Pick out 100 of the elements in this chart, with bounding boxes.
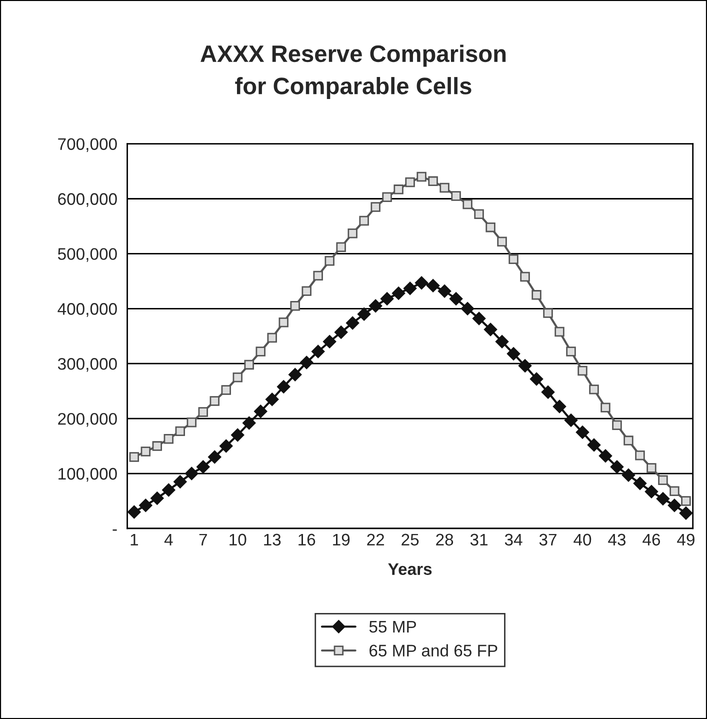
point <box>208 450 222 464</box>
point <box>600 402 610 412</box>
point <box>394 184 404 194</box>
x-tick-label: 46 <box>642 534 660 546</box>
point <box>300 356 314 370</box>
point <box>278 318 288 328</box>
point <box>277 380 290 394</box>
point <box>139 498 152 512</box>
point <box>231 428 244 442</box>
point <box>324 256 334 266</box>
y-tick-label: 300,000 <box>58 358 117 372</box>
x-tick-label: 1 <box>130 534 138 546</box>
point <box>312 344 325 358</box>
point <box>256 346 266 356</box>
y-tick-label: 100,000 <box>58 468 117 482</box>
point <box>598 449 612 463</box>
point <box>554 326 564 337</box>
point <box>221 385 231 395</box>
point <box>140 446 151 456</box>
point <box>460 302 474 316</box>
y-tick-label: 200,000 <box>58 412 117 427</box>
point <box>334 326 348 339</box>
x-tick-label: 43 <box>608 534 626 546</box>
point <box>348 228 358 238</box>
point <box>635 450 645 460</box>
point <box>449 292 463 306</box>
point <box>518 359 532 372</box>
point <box>392 286 406 300</box>
point <box>346 316 360 330</box>
point <box>370 202 380 212</box>
point <box>610 460 624 474</box>
x-tick-label: 37 <box>539 534 556 546</box>
point <box>164 434 174 444</box>
point <box>520 272 530 282</box>
y-tick-label: - <box>112 529 117 531</box>
point <box>578 366 588 376</box>
point <box>589 384 599 394</box>
point <box>302 286 312 296</box>
point <box>497 236 507 246</box>
point <box>656 492 670 506</box>
x-tick-label: 28 <box>436 534 454 546</box>
point <box>612 420 622 430</box>
y-tick-label: 700,000 <box>58 138 117 152</box>
x-tick-label: 16 <box>298 534 316 546</box>
point <box>232 372 242 382</box>
point <box>474 209 484 219</box>
point <box>323 335 336 348</box>
chart-title: AXXX Reserve Comparison for Comparable Cells <box>200 44 506 100</box>
point <box>267 332 277 343</box>
point <box>196 460 210 474</box>
x-tick-label: 34 <box>504 534 522 546</box>
point <box>242 416 256 430</box>
point <box>587 438 601 452</box>
point <box>624 436 634 446</box>
point <box>462 199 472 210</box>
point <box>633 476 647 490</box>
point <box>495 335 509 348</box>
point <box>644 485 658 498</box>
point <box>428 176 438 186</box>
point <box>543 308 553 318</box>
point <box>658 475 668 485</box>
x-tick-label: 10 <box>230 534 246 546</box>
point <box>472 312 486 326</box>
point <box>152 441 162 451</box>
point <box>451 191 461 201</box>
point <box>186 418 196 428</box>
point <box>532 290 542 300</box>
point <box>622 468 636 482</box>
point <box>368 299 382 312</box>
y-tick-label: 500,000 <box>58 248 117 262</box>
point <box>382 192 392 202</box>
point <box>508 254 518 264</box>
x-tick-label: 49 <box>677 534 694 546</box>
point <box>566 346 576 356</box>
y-tick-label: 600,000 <box>58 193 117 207</box>
x-tick-label: 40 <box>574 534 592 546</box>
point <box>254 404 268 418</box>
x-tick-label: 7 <box>199 534 207 546</box>
point <box>336 242 346 252</box>
point <box>552 400 566 414</box>
x-tick-label: 25 <box>402 534 419 546</box>
legend-label: 65 MP and 65 FP <box>370 644 498 657</box>
point <box>564 414 578 427</box>
point <box>670 486 680 496</box>
point <box>220 439 233 453</box>
point <box>414 276 428 290</box>
point <box>175 426 186 436</box>
x-axis-title: Years <box>388 563 432 575</box>
point <box>484 322 498 336</box>
point <box>426 278 440 292</box>
point <box>359 216 369 226</box>
y-tick-label: 400,000 <box>58 303 117 317</box>
point <box>403 282 417 295</box>
point <box>668 498 682 512</box>
point <box>128 505 141 519</box>
x-tick-label: 13 <box>264 534 281 546</box>
point <box>681 496 691 506</box>
point <box>541 386 555 399</box>
point <box>150 492 164 505</box>
point <box>313 270 323 281</box>
